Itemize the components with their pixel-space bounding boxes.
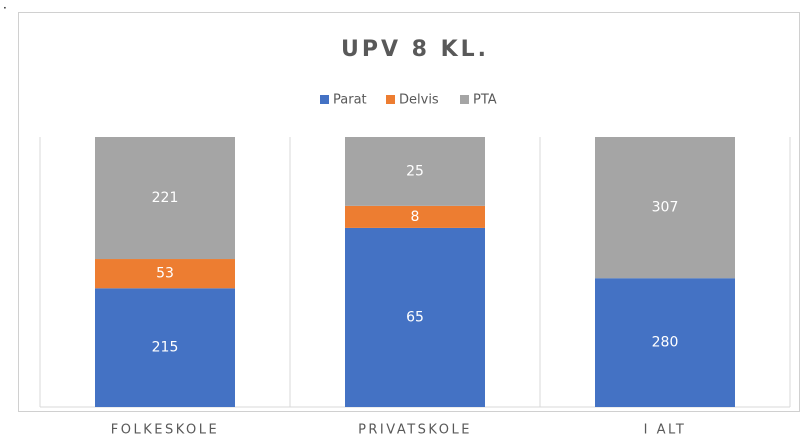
legend-swatch [320, 95, 329, 104]
bar-segment [345, 205, 485, 228]
x-tick-label: PRIVATSKOLE [358, 423, 472, 438]
bar-segment [95, 288, 235, 407]
legend-swatch [460, 95, 469, 104]
bar-segment [595, 278, 735, 407]
bar-segment [345, 137, 485, 206]
data-label: 221 [152, 190, 179, 206]
bar-segment [95, 137, 235, 260]
bar-segment [95, 259, 235, 289]
bar-segment [595, 137, 735, 279]
data-label: 280 [652, 335, 679, 351]
chart-border [18, 12, 800, 412]
x-tick-label: FOLKESKOLE [111, 423, 219, 438]
legend-swatch [386, 95, 395, 104]
bar-segment [345, 227, 485, 407]
legend-label: PTA [473, 93, 497, 108]
data-label: 8 [411, 209, 420, 225]
chart-title: UPV 8 KL. [341, 37, 489, 62]
x-tick-label: I ALT [644, 423, 687, 438]
legend-label: Delvis [399, 93, 439, 108]
legend-label: Parat [333, 93, 367, 108]
data-label: 53 [156, 266, 174, 282]
data-label: 65 [406, 309, 424, 325]
caption: . [3, 0, 7, 12]
data-label: 307 [652, 200, 679, 216]
data-label: 215 [152, 340, 179, 356]
data-label: 25 [406, 163, 424, 179]
